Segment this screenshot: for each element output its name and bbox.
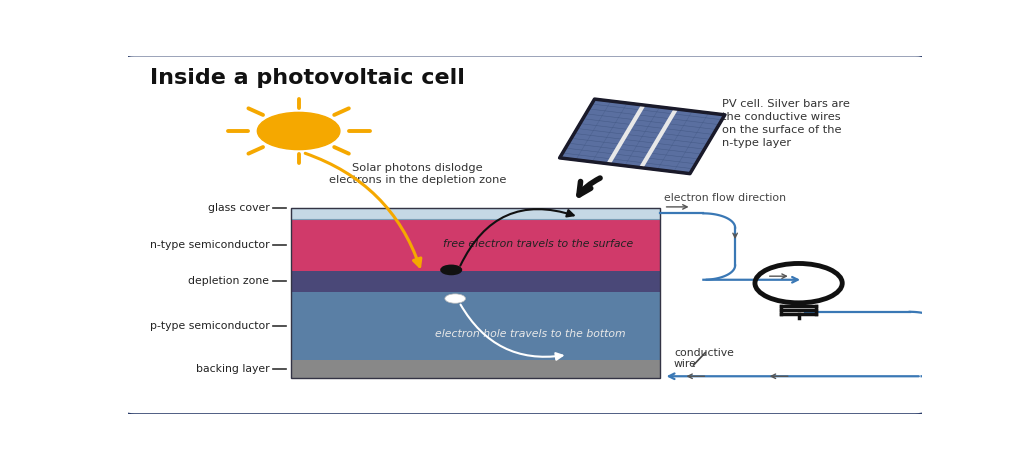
Text: glass cover: glass cover <box>208 203 269 213</box>
Circle shape <box>444 294 466 303</box>
Text: electron flow direction: electron flow direction <box>664 193 785 203</box>
Circle shape <box>257 113 340 150</box>
Polygon shape <box>560 99 725 173</box>
Text: Inside a photovoltaic cell: Inside a photovoltaic cell <box>151 68 465 88</box>
Text: free electron travels to the surface: free electron travels to the surface <box>442 239 633 249</box>
Text: n-type semiconductor: n-type semiconductor <box>150 240 269 250</box>
Circle shape <box>441 265 462 274</box>
Bar <box>291 360 659 378</box>
Bar <box>291 208 659 378</box>
Text: backing layer: backing layer <box>196 364 269 374</box>
Text: p-type semiconductor: p-type semiconductor <box>150 321 269 331</box>
Bar <box>291 208 659 219</box>
Text: Solar photons dislodge
electrons in the depletion zone: Solar photons dislodge electrons in the … <box>329 163 506 185</box>
Text: electron hole travels to the bottom: electron hole travels to the bottom <box>435 329 626 339</box>
Text: PV cell. Silver bars are
the conductive wires
on the surface of the
n-type layer: PV cell. Silver bars are the conductive … <box>722 99 850 148</box>
Bar <box>291 208 659 219</box>
FancyBboxPatch shape <box>120 55 930 415</box>
Text: conductive
wire: conductive wire <box>674 348 734 369</box>
Bar <box>291 271 659 292</box>
Text: depletion zone: depletion zone <box>188 276 269 286</box>
Bar <box>291 292 659 360</box>
Bar <box>291 219 659 271</box>
